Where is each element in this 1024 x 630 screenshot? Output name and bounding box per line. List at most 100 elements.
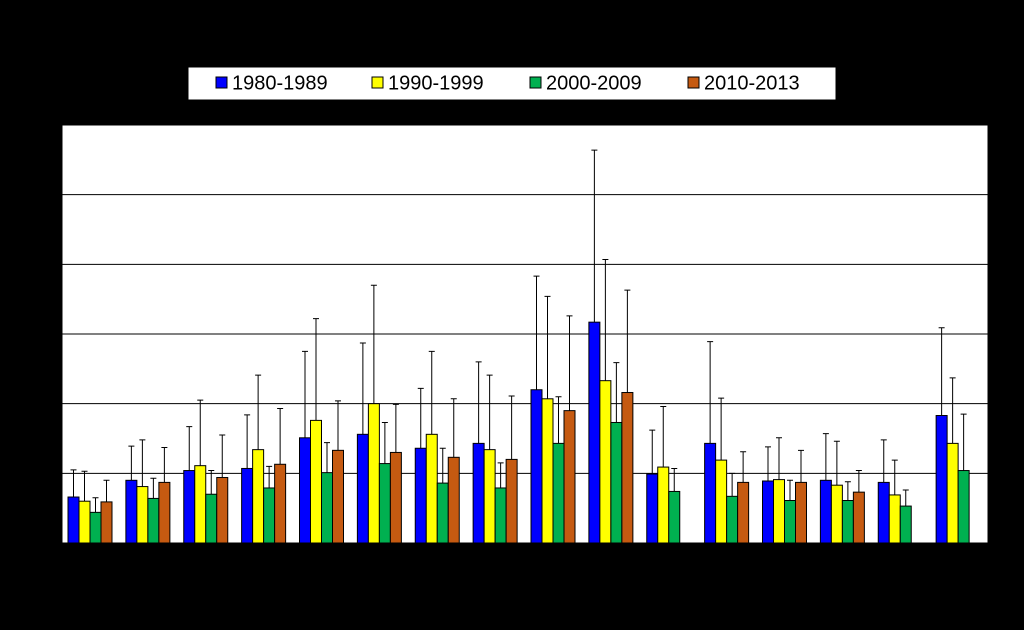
bar xyxy=(378,463,391,544)
error-bar xyxy=(392,403,399,453)
bar xyxy=(252,449,265,544)
error-bar xyxy=(277,408,284,465)
bar xyxy=(784,500,796,544)
bar xyxy=(726,495,739,544)
error-bar xyxy=(428,350,435,435)
error-bar xyxy=(566,315,573,411)
bar xyxy=(447,456,460,544)
bar xyxy=(621,392,634,544)
error-bar xyxy=(370,284,377,404)
bar xyxy=(588,321,601,544)
error-bar xyxy=(208,470,215,495)
error-bar xyxy=(497,462,504,488)
error-bar xyxy=(949,377,956,444)
bar xyxy=(852,491,865,544)
bar xyxy=(505,458,518,544)
error-bar xyxy=(359,342,366,435)
error-bar xyxy=(161,447,168,483)
bar xyxy=(89,511,102,544)
bar xyxy=(436,482,449,544)
bar xyxy=(704,442,717,544)
bar xyxy=(274,463,287,544)
bar xyxy=(841,500,854,544)
error-bar xyxy=(81,470,88,502)
error-bar xyxy=(660,405,667,468)
error-bar xyxy=(613,362,620,423)
bar xyxy=(530,389,543,544)
error-bar xyxy=(417,387,424,449)
error-bar xyxy=(765,446,771,481)
error-bar xyxy=(266,465,273,488)
bar xyxy=(899,505,912,544)
bar xyxy=(125,479,138,544)
bar xyxy=(830,484,843,544)
bar xyxy=(762,480,774,544)
error-bar xyxy=(103,479,110,502)
bar xyxy=(321,472,333,544)
error-bar xyxy=(244,414,251,469)
error-bar xyxy=(128,445,135,481)
legend xyxy=(187,66,837,101)
bar xyxy=(646,473,659,544)
error-bar xyxy=(880,439,887,483)
bar xyxy=(795,481,807,544)
error-bar xyxy=(844,481,851,501)
y-tick-label: 1 xyxy=(46,464,54,480)
bar xyxy=(367,403,380,544)
bar xyxy=(552,442,565,544)
error-bar xyxy=(255,374,262,450)
y-tick-label: 3 xyxy=(46,325,54,341)
error-bar xyxy=(486,374,493,450)
error-bar xyxy=(450,398,457,458)
bar xyxy=(610,421,623,544)
bar xyxy=(389,451,402,544)
error-bar xyxy=(740,451,747,483)
error-bar xyxy=(798,449,804,483)
legend-marker xyxy=(215,76,228,89)
bar xyxy=(310,419,322,544)
error-bar xyxy=(602,258,609,381)
bar xyxy=(194,465,207,544)
bar xyxy=(78,500,91,544)
bar xyxy=(494,487,507,544)
error-bar xyxy=(729,472,736,497)
error-bar xyxy=(891,459,898,495)
error-bar xyxy=(313,318,319,421)
error-bar xyxy=(544,295,551,399)
bar xyxy=(957,470,970,544)
error-bar xyxy=(508,395,515,460)
error-bar xyxy=(855,470,862,493)
error-bar xyxy=(902,489,909,507)
bar xyxy=(136,486,149,544)
bar xyxy=(935,415,948,544)
bar xyxy=(888,494,901,544)
legend-label: 1980-1989 xyxy=(232,72,328,94)
bar xyxy=(205,493,218,544)
bar xyxy=(67,496,80,544)
legend-label: 1990-1999 xyxy=(388,72,484,94)
bar xyxy=(737,481,750,544)
bar xyxy=(599,380,612,544)
bar xyxy=(147,497,160,544)
bar xyxy=(946,442,959,544)
error-bar xyxy=(718,397,725,461)
bar xyxy=(414,447,427,544)
error-bar xyxy=(335,400,341,451)
bar xyxy=(299,437,311,544)
y-tick-label: 2 xyxy=(46,394,54,410)
error-bar xyxy=(186,426,193,471)
bar xyxy=(183,470,196,544)
error-bar xyxy=(833,440,840,486)
error-bar xyxy=(70,469,77,498)
bar xyxy=(657,466,670,544)
error-bar xyxy=(960,413,967,471)
bar xyxy=(715,459,728,544)
error-bar xyxy=(475,361,482,444)
error-bar xyxy=(324,442,330,473)
error-bar xyxy=(150,477,157,499)
bar xyxy=(483,449,496,544)
bar xyxy=(541,398,554,544)
error-bar xyxy=(671,467,678,492)
